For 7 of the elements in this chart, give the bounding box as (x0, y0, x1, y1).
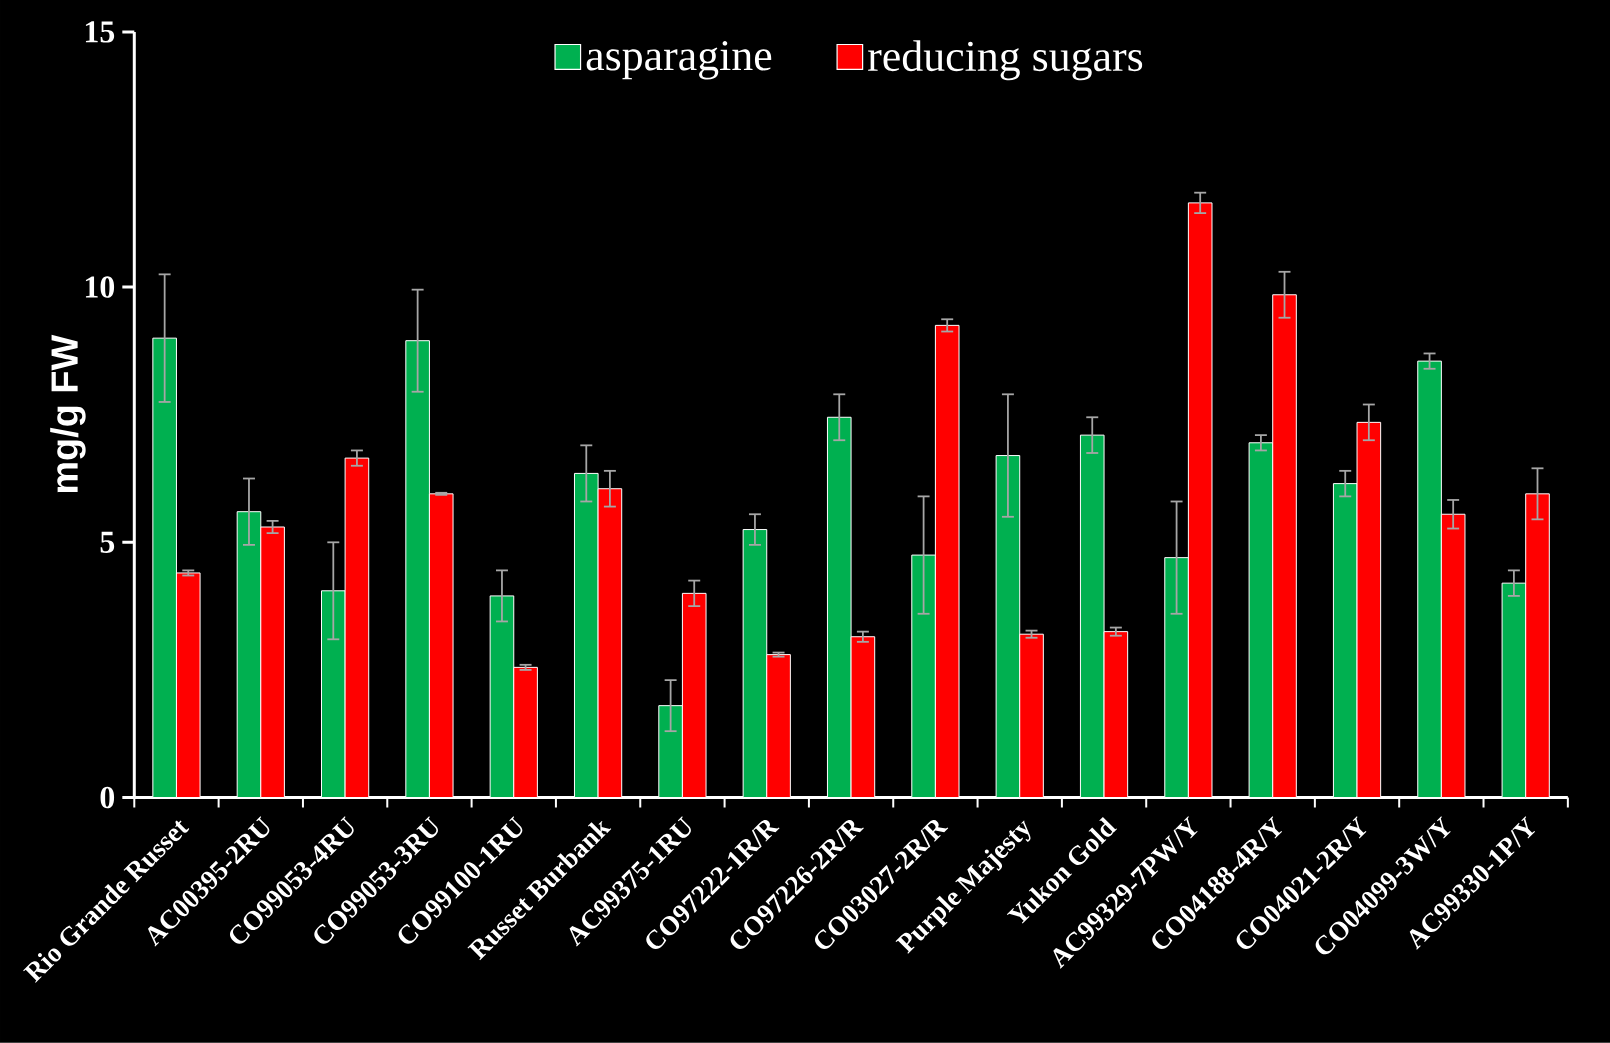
y-tick-label: 10 (85, 276, 115, 298)
y-tick-label: 15 (85, 21, 115, 43)
legend-label: asparagine (586, 41, 772, 80)
legend-label: reducing sugars (868, 40, 1143, 81)
y-axis-title: mg/g FW (50, 334, 86, 493)
y-tick-label: 0 (100, 786, 115, 809)
y-tick-label: 5 (100, 531, 115, 554)
